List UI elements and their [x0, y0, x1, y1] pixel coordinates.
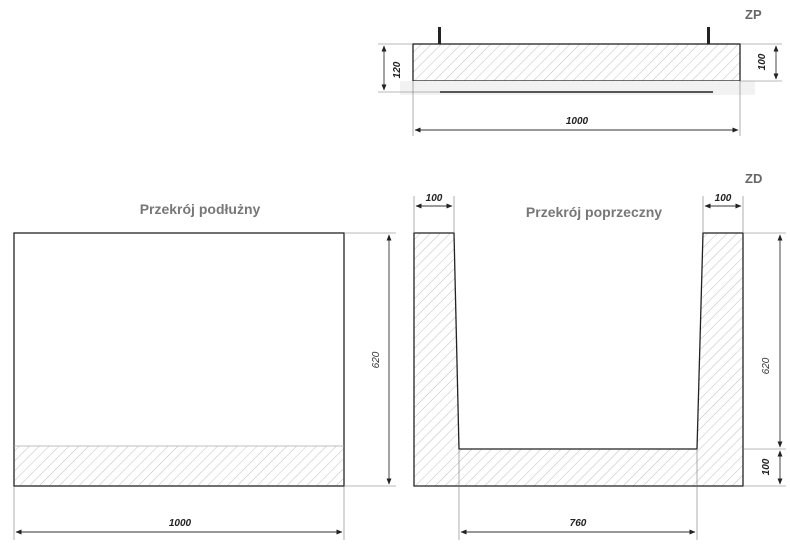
dim-cross-bottom: 100 [761, 450, 783, 485]
dim-cross-inner-width-text: 760 [570, 518, 587, 529]
dim-cross-height-text: 620 [761, 357, 772, 374]
dim-long-height: 620 [344, 232, 396, 487]
cross-section-title: Przekrój poprzeczny [526, 204, 662, 220]
cross-section [413, 232, 744, 487]
dim-lid-height-right-text: 100 [757, 53, 768, 70]
dim-lid-height-left-text: 120 [392, 61, 403, 78]
dim-long-length: 1000 [13, 486, 345, 540]
dim-cross-bottom-text: 100 [761, 458, 772, 475]
dim-long-height-text: 620 [371, 351, 382, 368]
lid-body [412, 43, 741, 82]
lift-handle-right [707, 27, 710, 44]
dim-lid-height-right: 100 [740, 43, 782, 82]
lift-handle-left [438, 27, 441, 44]
cross-section-profile [413, 232, 744, 487]
dim-cross-wall-left-text: 100 [426, 193, 443, 204]
dim-cross-wall-right: 100 [702, 193, 744, 233]
lid-shadow [400, 81, 755, 95]
zd-label: ZD [745, 171, 762, 186]
dim-long-length-text: 1000 [169, 518, 192, 529]
dim-cross-wall-right-text: 100 [715, 193, 732, 204]
dim-lid-height-left: 120 [378, 43, 440, 93]
dim-cross-height: 620 [743, 232, 786, 487]
dim-cross-inner-width: 760 [458, 449, 698, 540]
longitudinal-section [13, 232, 345, 487]
lid-section [400, 27, 755, 95]
longitudinal-outline [13, 232, 345, 487]
dim-lid-length: 1000 [412, 81, 741, 136]
zp-label: ZP [745, 7, 762, 22]
longitudinal-bottom-slab [14, 446, 344, 486]
longitudinal-section-title: Przekrój podłużny [140, 201, 261, 217]
dim-lid-length-text: 1000 [566, 116, 589, 127]
dim-cross-wall-left: 100 [413, 193, 455, 233]
